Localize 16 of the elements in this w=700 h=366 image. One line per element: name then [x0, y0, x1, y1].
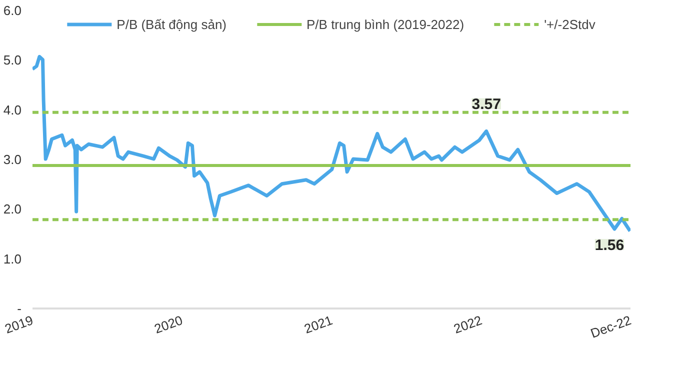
annotation: 1.56	[594, 237, 624, 254]
y-tick-label: 5.0	[3, 52, 22, 68]
legend-label: '+/-2Stdv	[544, 16, 596, 32]
y-tick-label: 6.0	[3, 3, 22, 18]
y-tick-label: 3.0	[3, 152, 22, 167]
x-tick-label: Dec-22	[588, 312, 634, 341]
x-tick-label: 2021	[302, 312, 334, 336]
y-tick-label: 1.0	[3, 251, 22, 266]
legend-label: P/B (Bất động sản)	[116, 16, 227, 32]
line-series	[32, 54, 630, 233]
legend-label: P/B trung bình (2019-2022)	[306, 16, 464, 32]
x-tick-label: 2022	[452, 312, 484, 336]
y-tick-label: 2.0	[3, 202, 22, 217]
x-tick-label: 2020	[152, 312, 185, 336]
annotation: 3.57	[472, 96, 501, 114]
y-tick-label: 4.0	[3, 102, 22, 118]
